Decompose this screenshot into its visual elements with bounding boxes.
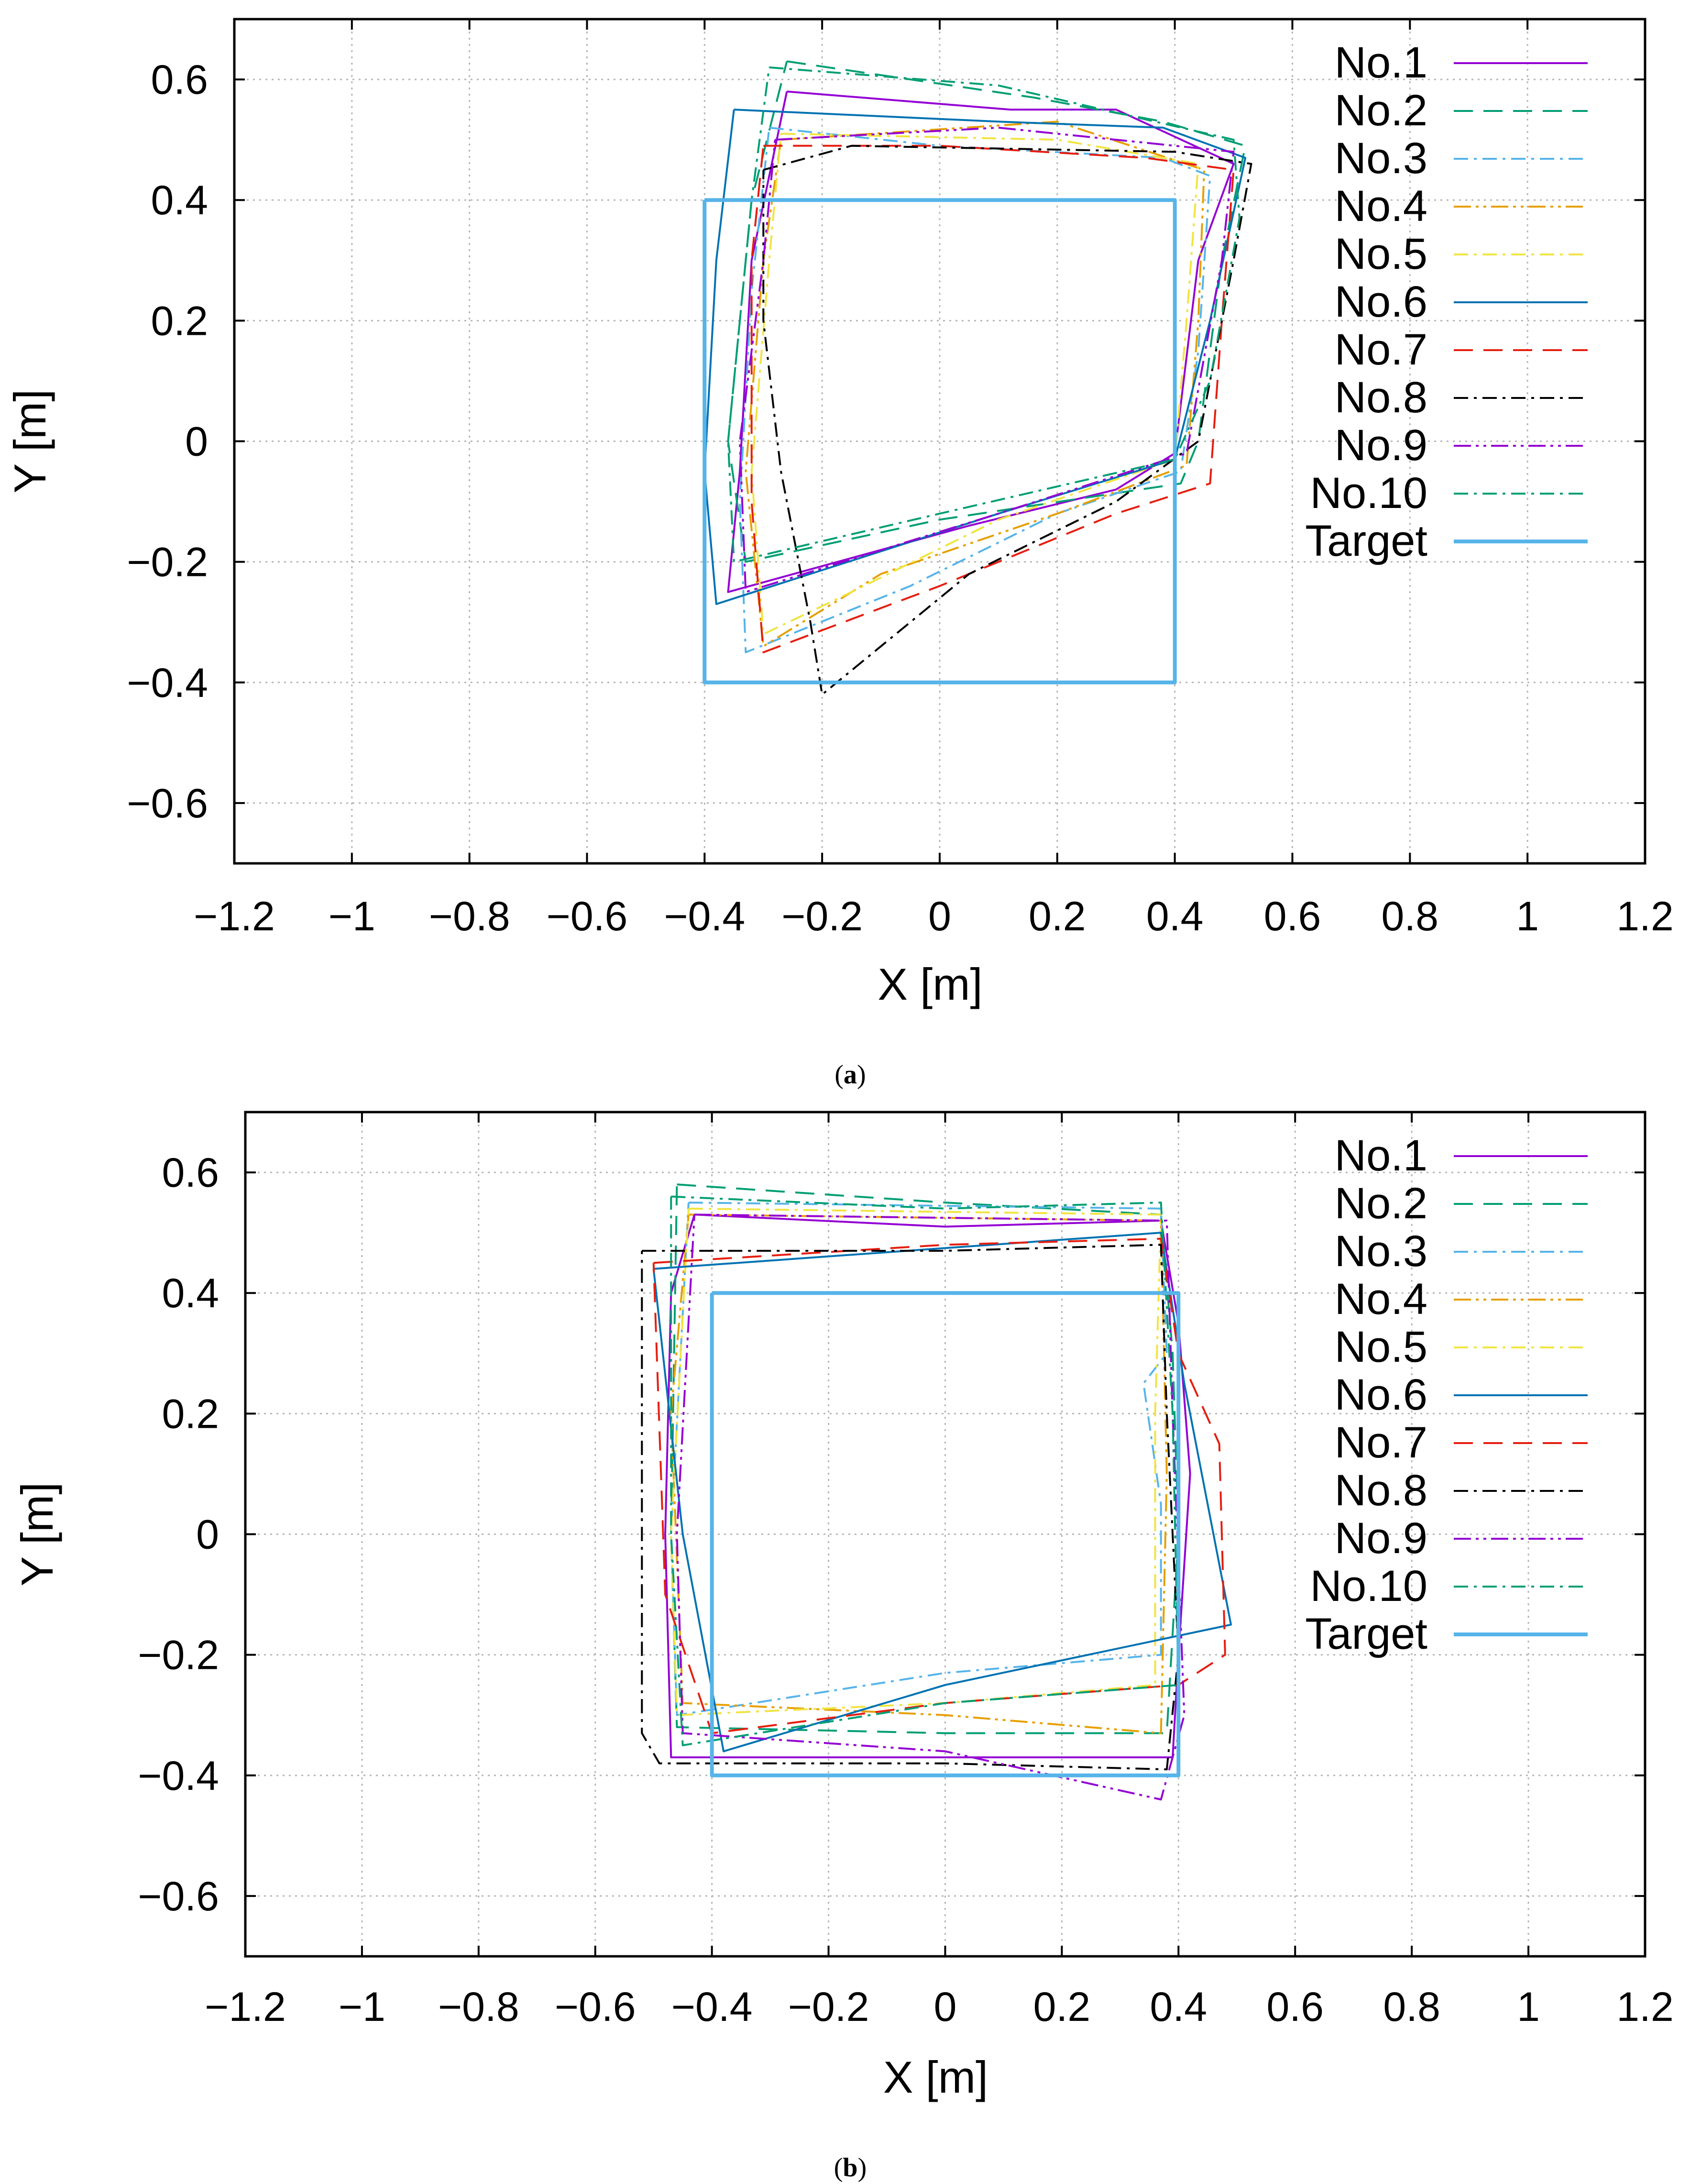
legend-label: No.10	[1310, 469, 1428, 518]
legend-label: No.3	[1335, 1227, 1427, 1276]
legend-label: No.6	[1335, 277, 1427, 326]
series-line-no-3	[670, 1202, 1168, 1716]
legend-label: No.2	[1335, 1179, 1427, 1228]
series-line-no-1	[664, 1213, 1191, 1758]
legend-label: No.7	[1335, 325, 1427, 374]
x-tick-label: 0.6	[1266, 1984, 1324, 2030]
x-tick-label: −1	[329, 893, 375, 939]
series-line-no-2	[670, 1183, 1180, 1734]
series-line-no-6	[652, 1232, 1232, 1753]
legend-label: No.9	[1335, 421, 1427, 470]
y-tick-label: 0	[185, 419, 208, 465]
legend-label: No.1	[1335, 38, 1427, 87]
y-tick-label: 0.4	[151, 177, 208, 223]
x-tick-label: 0	[928, 893, 951, 939]
series-line-no-9	[676, 1213, 1185, 1801]
x-tick-label: −1	[339, 1984, 385, 2030]
caption-b: (b)	[834, 2153, 867, 2183]
legend-label: No.5	[1335, 230, 1427, 278]
series-line-no-6	[703, 109, 1247, 605]
legend-label: No.4	[1335, 1275, 1427, 1324]
x-tick-label: −1.2	[205, 1984, 286, 2030]
series-line-no-7	[652, 1237, 1226, 1734]
x-tick-label: 0.8	[1382, 893, 1439, 939]
y-tick-label: −0.6	[138, 1874, 219, 1919]
legend-label: No.4	[1335, 182, 1427, 231]
x-tick-label: 1.2	[1616, 893, 1674, 939]
legend-label: No.8	[1335, 1466, 1427, 1515]
x-tick-label: −0.8	[429, 893, 510, 939]
panel-b: −1.2 −1 −0.8 −0.6 −0.4 −0.2 0 0.2 0.4 0.6 0.8 1 1.2 0…	[12, 1111, 1674, 2102]
legend-label: No.8	[1335, 373, 1427, 422]
legend-label: No.10	[1310, 1562, 1428, 1610]
x-tick-label: −0.8	[438, 1984, 519, 2030]
x-tick-label: −0.6	[555, 1984, 636, 2030]
y-tick-label: −0.4	[138, 1753, 219, 1799]
y-tick-label: 0.2	[162, 1391, 219, 1437]
series-line-no-8	[641, 1244, 1180, 1771]
legend-label: Target	[1305, 517, 1427, 565]
y-tick-label: −0.2	[138, 1632, 219, 1678]
y-tick-label: 0.6	[162, 1150, 219, 1196]
x-tick-label: 0	[934, 1984, 957, 2030]
series-line-target	[702, 198, 1177, 684]
legend-label: No.1	[1335, 1131, 1427, 1180]
legend-label: Target	[1305, 1610, 1427, 1658]
x-tick-label: −0.2	[788, 1984, 869, 2030]
series-line-target	[710, 1291, 1181, 1777]
panel-a: −1.2 −1 −0.8 −0.6 −0.4 −0.2 0 0.2 0.4 0.6 0.8 1 1.2 0…	[5, 18, 1674, 1009]
y-tick-label: 0.4	[162, 1270, 219, 1316]
legend-label: No.6	[1335, 1370, 1427, 1419]
series-line-no-10	[670, 1195, 1180, 1746]
plot-area	[641, 1183, 1232, 1801]
x-tick-label: −0.6	[547, 893, 628, 939]
legend-label: No.2	[1335, 86, 1427, 135]
x-tick-label: −0.4	[664, 893, 745, 939]
series-line-no-5	[750, 132, 1199, 635]
y-axis-label: Y [m]	[5, 389, 55, 494]
series-line-no-1	[727, 90, 1235, 593]
y-tick-label: −0.6	[127, 781, 208, 827]
series-line-no-4	[745, 121, 1206, 648]
series-line-no-2	[727, 60, 1247, 563]
x-tick-label: −0.2	[781, 893, 863, 939]
legend-label: No.5	[1335, 1323, 1427, 1371]
y-tick-label: −0.2	[127, 540, 208, 585]
legend-label: No.7	[1335, 1418, 1427, 1467]
plot-frame	[233, 18, 1646, 865]
x-tick-label: 1	[1517, 1984, 1540, 2030]
x-tick-label: 1	[1516, 893, 1539, 939]
legend: No.1No.2No.3No.4No.5No.6No.7No.8No.9No.1…	[1305, 38, 1588, 565]
series-line-no-9	[739, 126, 1235, 593]
series-line-no-7	[750, 144, 1235, 653]
x-tick-label: 0.2	[1029, 893, 1086, 939]
legend-label: No.3	[1335, 134, 1427, 183]
series-line-no-5	[670, 1207, 1162, 1716]
y-tick-label: −0.4	[127, 660, 208, 706]
legend-label: No.9	[1335, 1514, 1427, 1563]
y-tick-label: 0	[196, 1512, 219, 1558]
caption-a: (a)	[834, 1060, 866, 1090]
x-tick-label: 0.6	[1264, 893, 1321, 939]
x-tick-label: 0.4	[1146, 893, 1204, 939]
x-axis-label: X [m]	[878, 959, 982, 1009]
x-tick-label: −1.2	[194, 893, 275, 939]
x-tick-label: 0.8	[1383, 1984, 1440, 2030]
series-line-no-10	[727, 66, 1240, 563]
legend: No.1No.2No.3No.4No.5No.6No.7No.8No.9No.1…	[1305, 1131, 1588, 1658]
x-tick-label: −0.4	[671, 1984, 753, 2030]
x-tick-label: 0.4	[1150, 1984, 1207, 2030]
x-tick-label: 0.2	[1033, 1984, 1091, 2030]
x-axis-label: X [m]	[883, 2052, 988, 2102]
plot-area	[702, 60, 1252, 695]
series-line-no-8	[762, 144, 1252, 695]
x-tick-label: 1.2	[1616, 1984, 1674, 2030]
y-axis-label: Y [m]	[12, 1482, 62, 1587]
y-tick-label: 0.6	[151, 57, 208, 103]
y-tick-label: 0.2	[151, 298, 208, 344]
plot-frame	[244, 1111, 1646, 1958]
